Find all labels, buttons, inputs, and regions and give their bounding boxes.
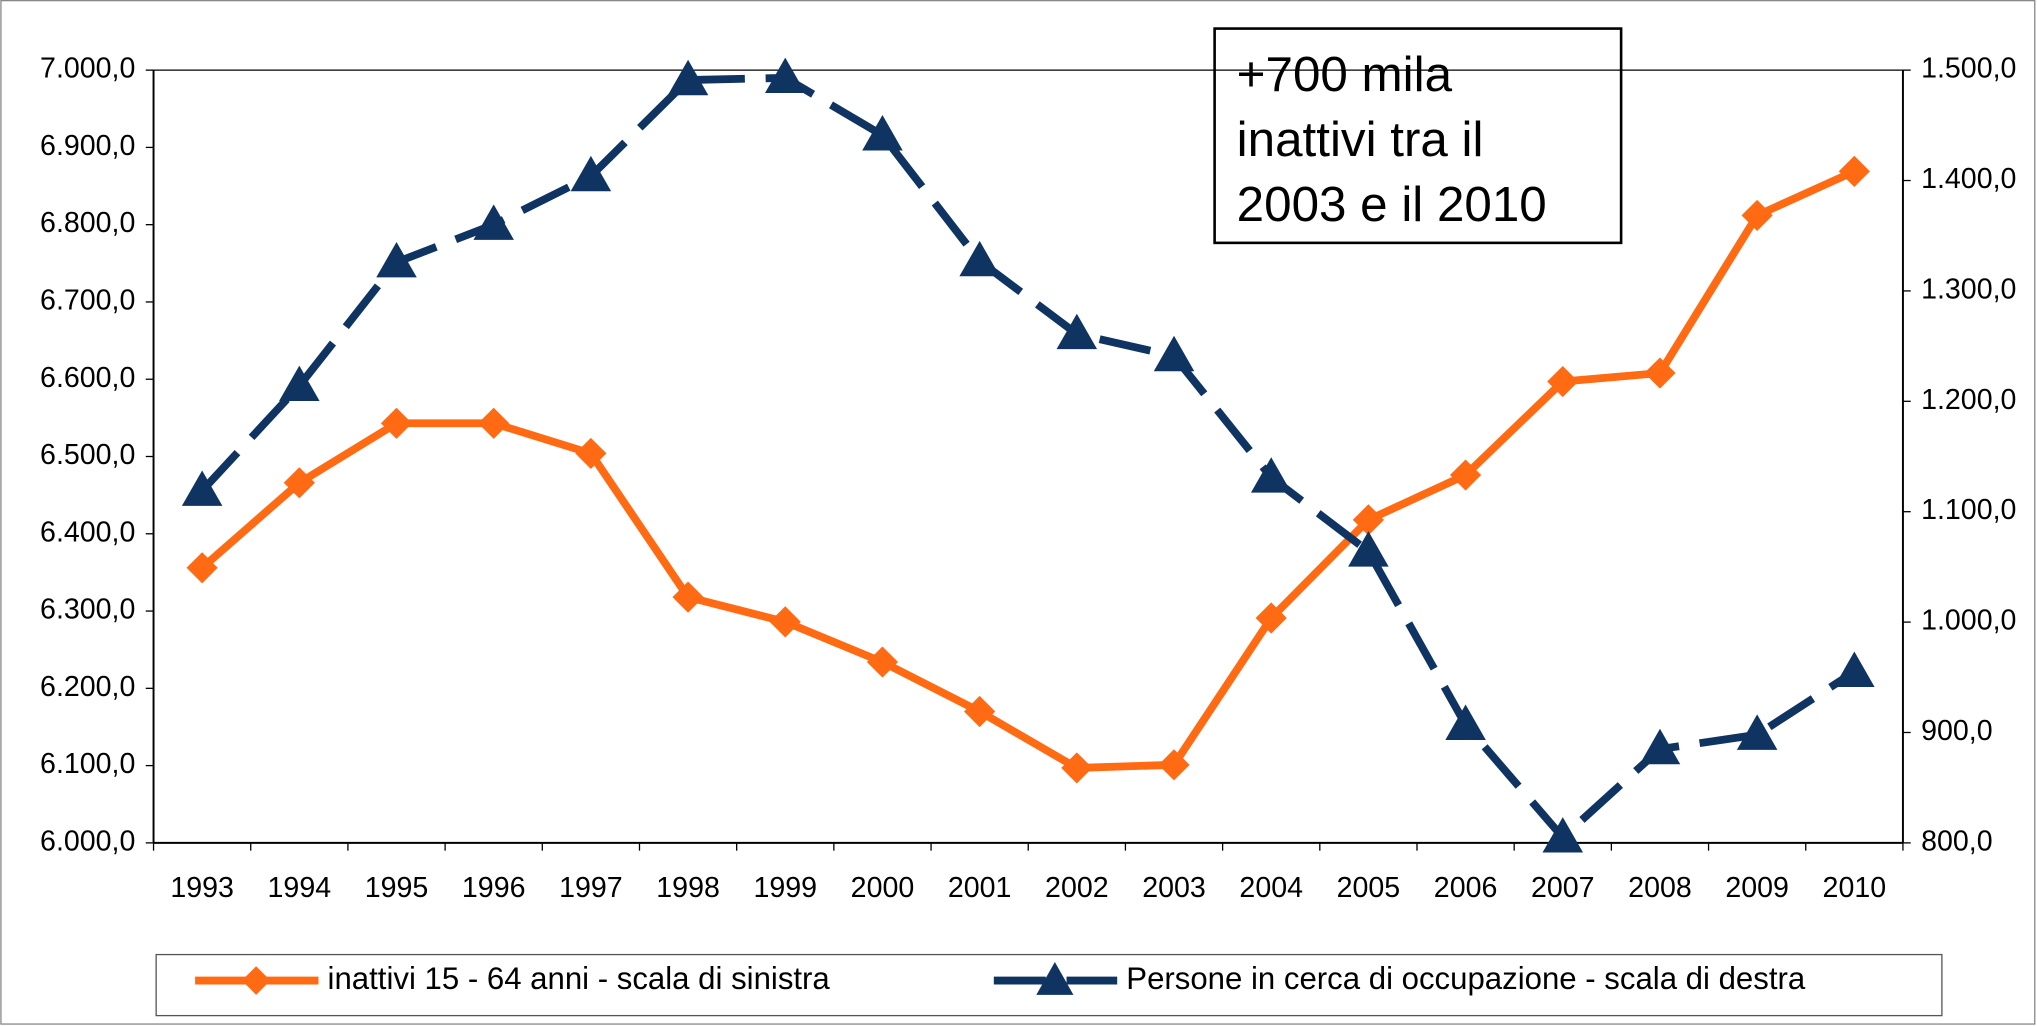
triangle-marker: [1250, 457, 1292, 493]
x-tick-label: 2010: [1823, 872, 1887, 904]
x-tick-label: 1998: [656, 872, 720, 904]
x-tick-label: 2003: [1142, 872, 1206, 904]
triangle-marker: [1153, 335, 1195, 372]
y-tick-label: 6.100,0: [40, 748, 135, 780]
triangle-marker: [376, 241, 417, 278]
triangle-marker: [1639, 728, 1681, 765]
diamond-marker: [478, 407, 510, 439]
legend-label: inattivi 15 - 64 anni - scala di sinistr…: [328, 961, 831, 996]
annotation-text: +700 mila: [1237, 47, 1453, 102]
y2-tick-label: 1.000,0: [1921, 605, 2016, 637]
y-tick-label: 6.600,0: [40, 362, 135, 394]
x-tick-label: 2007: [1531, 872, 1595, 904]
series-line: [199, 73, 1857, 842]
y-tick-label: 6.400,0: [40, 516, 135, 548]
y2-tick-label: 800,0: [1921, 825, 1992, 857]
x-tick-label: 2004: [1239, 872, 1303, 904]
x-tick-label: 1994: [268, 872, 332, 904]
annotation-text: inattivi tra il: [1237, 112, 1484, 167]
triangle-marker: [862, 115, 903, 151]
diamond-marker: [769, 606, 801, 638]
y-tick-label: 6.500,0: [40, 439, 135, 471]
x-tick-label: 2000: [851, 872, 915, 904]
diamond-marker: [866, 646, 899, 678]
annotation-text: 2003 e il 2010: [1237, 177, 1547, 232]
diamond-marker: [380, 407, 413, 439]
x-tick-label: 2009: [1725, 872, 1789, 904]
y-tick-label: 6.200,0: [40, 671, 135, 703]
diamond-marker: [1061, 752, 1093, 784]
diamond-marker: [283, 467, 315, 499]
triangle-marker: [1542, 817, 1584, 853]
y-tick-label: 7.000,0: [40, 53, 135, 85]
x-tick-label: 1997: [559, 872, 623, 904]
series-line: [199, 167, 1856, 772]
triangle-marker: [570, 155, 612, 192]
triangle-marker: [279, 365, 320, 402]
triangle-marker: [1736, 714, 1778, 750]
y2-tick-label: 1.200,0: [1921, 384, 2016, 416]
legend-marker: [1036, 961, 1074, 995]
legend-marker: [241, 966, 271, 995]
x-tick-label: 2001: [948, 872, 1012, 904]
diamond-marker: [1255, 602, 1287, 634]
x-tick-label: 2008: [1628, 872, 1692, 904]
diamond-marker: [1547, 365, 1579, 398]
x-tick-label: 2005: [1337, 872, 1401, 904]
diamond-marker: [672, 581, 704, 613]
y2-tick-label: 1.400,0: [1921, 163, 2016, 195]
y-tick-label: 6.700,0: [40, 285, 135, 317]
y-tick-label: 6.300,0: [40, 594, 135, 626]
x-tick-label: 1993: [170, 872, 234, 904]
triangle-marker: [473, 204, 514, 240]
diamond-marker: [1450, 459, 1482, 491]
triangle-marker: [181, 470, 223, 506]
triangle-marker: [1056, 313, 1098, 350]
y2-tick-label: 1.100,0: [1921, 494, 2016, 526]
x-tick-label: 2006: [1434, 872, 1498, 904]
annotation-box: [1213, 27, 1623, 245]
triangle-marker: [1445, 704, 1486, 740]
y2-tick-label: 1.500,0: [1921, 53, 2016, 85]
y2-tick-label: 1.300,0: [1921, 273, 2016, 305]
diamond-marker: [186, 552, 218, 584]
y2-tick-label: 900,0: [1921, 715, 1992, 747]
triangle-marker: [1348, 531, 1389, 567]
x-tick-label: 1995: [365, 872, 429, 904]
x-tick-label: 1996: [462, 872, 526, 904]
diamond-marker: [1741, 199, 1773, 231]
diamond-marker: [964, 695, 996, 728]
triangle-marker: [1834, 651, 1875, 687]
triangle-marker: [667, 59, 709, 96]
x-tick-label: 1999: [753, 872, 817, 904]
y-tick-label: 6.800,0: [40, 207, 135, 239]
legend-label: Persone in cerca di occupazione - scala …: [1126, 961, 1806, 996]
x-tick-label: 2002: [1045, 872, 1109, 904]
y-tick-label: 6.000,0: [40, 825, 135, 857]
y-tick-label: 6.900,0: [40, 130, 135, 162]
triangle-marker: [959, 240, 1000, 277]
triangle-marker: [765, 57, 806, 94]
